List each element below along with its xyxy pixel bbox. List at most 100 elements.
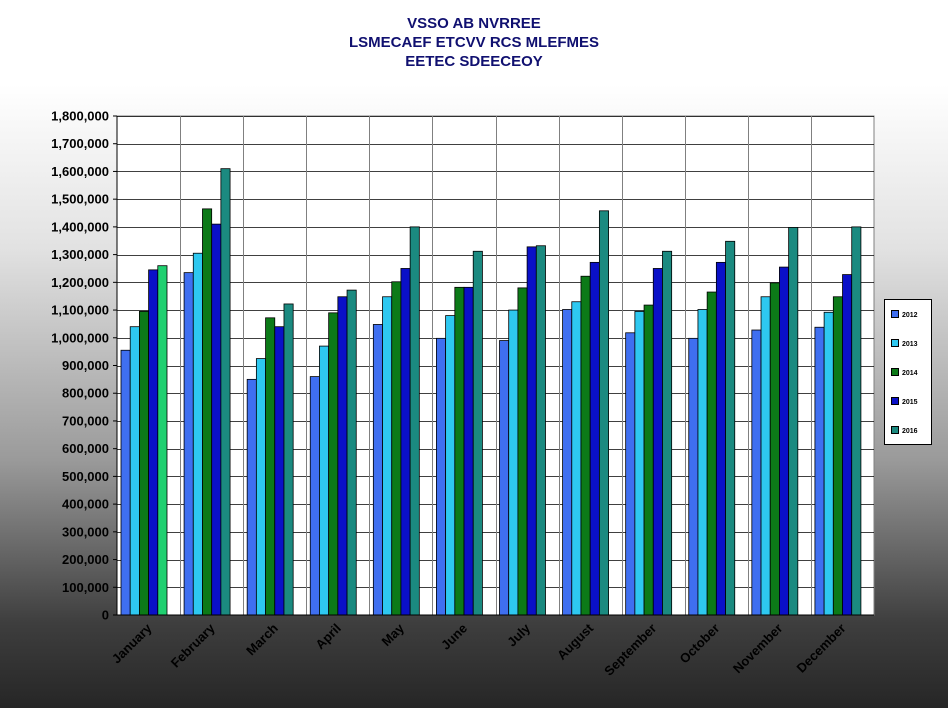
bar-2015-june: [463, 286, 474, 616]
bar-2014-january: [138, 311, 149, 616]
bar-2013-december: [823, 311, 834, 616]
y-tick-label: 0: [102, 608, 109, 623]
bar-2013-november: [760, 296, 771, 616]
y-tick-label: 100,000: [62, 580, 109, 595]
bar-2015-april: [337, 296, 348, 616]
legend-label: 2015: [902, 399, 918, 406]
legend-swatch: [891, 339, 899, 348]
bar-2015-october: [715, 261, 726, 616]
y-tick-label: 1,700,000: [51, 136, 109, 151]
bar-2016-december: [851, 226, 862, 616]
bar-2012-december: [814, 326, 825, 616]
legend-swatch: [891, 426, 899, 435]
x-tick-label: March: [243, 620, 281, 658]
bar-2014-may: [391, 281, 402, 616]
bar-2012-june: [436, 337, 447, 616]
x-tick-label: September: [601, 621, 659, 679]
x-tick-label: February: [168, 620, 218, 670]
bar-2012-february: [183, 272, 194, 616]
bar-2014-september: [643, 304, 654, 616]
bar-2012-april: [309, 376, 320, 616]
legend-label: 2012: [902, 312, 918, 319]
chart-title-line-3: EETEC SDEECEOY: [405, 53, 543, 70]
bar-2016-august: [598, 210, 609, 616]
bar-2014-february: [202, 208, 213, 616]
bar-2013-may: [382, 296, 393, 616]
y-tick-labels: 0 100,000 200,000 300,000 400,000 500,000 600,…: [51, 109, 117, 623]
x-tick-label: May: [379, 620, 408, 649]
bar-2016-february: [220, 168, 231, 616]
y-tick-label: 400,000: [62, 497, 109, 512]
bar-2012-november: [751, 329, 762, 616]
x-tick-label: January: [109, 620, 155, 666]
y-tick-label: 200,000: [62, 552, 109, 567]
y-tick-label: 1,200,000: [51, 275, 109, 290]
legend-label: 2014: [902, 370, 918, 377]
legend-item-2016: 2016: [891, 426, 918, 437]
bar-2014-june: [454, 286, 465, 616]
bar-2014-december: [832, 296, 843, 616]
bar-2012-august: [562, 309, 573, 616]
bar-2013-october: [697, 309, 708, 616]
bars: [120, 168, 862, 616]
legend-item-2014: 2014: [891, 368, 918, 379]
y-tick-label: 900,000: [62, 358, 109, 373]
bar-2015-february: [211, 223, 222, 616]
bar-2015-december: [842, 274, 853, 616]
y-tick-label: 300,000: [62, 524, 109, 539]
bar-2012-october: [688, 337, 699, 616]
bar-2013-september: [634, 311, 645, 616]
bar-2016-november: [788, 227, 799, 616]
y-tick-label: 1,300,000: [51, 247, 109, 262]
legend-item-2015: 2015: [891, 397, 918, 408]
bar-2015-august: [589, 261, 600, 616]
bar-2016-march: [283, 303, 294, 616]
x-tick-label: December: [794, 621, 849, 676]
legend-swatch: [891, 310, 899, 319]
y-tick-label: 1,800,000: [51, 109, 109, 124]
bar-2015-september: [652, 268, 663, 616]
legend-label: 2016: [902, 428, 918, 435]
chart-title-line-1: VSSO AB NVRREE: [407, 15, 541, 32]
x-tick-label: July: [504, 620, 534, 650]
bar-2012-july: [499, 340, 510, 616]
x-tick-label: August: [554, 620, 597, 663]
bar-2014-july: [517, 287, 528, 616]
bar-2016-january: [157, 265, 168, 616]
y-tick-label: 1,600,000: [51, 164, 109, 179]
legend-item-2013: 2013: [891, 339, 918, 350]
bar-2016-october: [725, 240, 736, 616]
bar-2014-april: [328, 312, 339, 616]
y-tick-label: 1,100,000: [51, 303, 109, 318]
bar-2013-april: [319, 345, 330, 616]
bar-2015-january: [148, 269, 159, 616]
bar-2013-march: [255, 358, 266, 616]
y-tick-label: 500,000: [62, 469, 109, 484]
bar-2015-november: [779, 266, 790, 616]
y-tick-label: 1,400,000: [51, 219, 109, 234]
bar-2013-june: [445, 315, 456, 616]
x-tick-label: November: [730, 621, 786, 677]
chart-title: VSSO AB NVRREE LSMECAEF ETCVV RCS MLEFME…: [0, 14, 948, 71]
y-tick-label: 700,000: [62, 413, 109, 428]
y-tick-label: 1,000,000: [51, 330, 109, 345]
bar-2012-september: [625, 332, 636, 616]
y-tick-label: 600,000: [62, 441, 109, 456]
bar-2014-august: [580, 275, 591, 616]
gridlines: [117, 116, 874, 615]
bar-2014-october: [706, 291, 717, 616]
legend-item-2012: 2012: [891, 310, 918, 321]
bar-2016-april: [346, 289, 357, 616]
bar-2013-january: [129, 326, 140, 616]
bar-2016-september: [662, 250, 673, 616]
x-tick-label: April: [312, 621, 344, 653]
legend: 2012 2013 2014 2015 2016: [884, 299, 932, 445]
bar-2015-may: [400, 268, 411, 616]
bar-2014-november: [769, 282, 780, 616]
bar-2012-march: [246, 378, 257, 616]
bar-2012-january: [120, 349, 131, 616]
bar-2016-july: [535, 245, 546, 616]
chart-title-line-2: LSMECAEF ETCVV RCS MLEFMES: [348, 34, 599, 51]
x-tick-label: June: [438, 621, 470, 653]
